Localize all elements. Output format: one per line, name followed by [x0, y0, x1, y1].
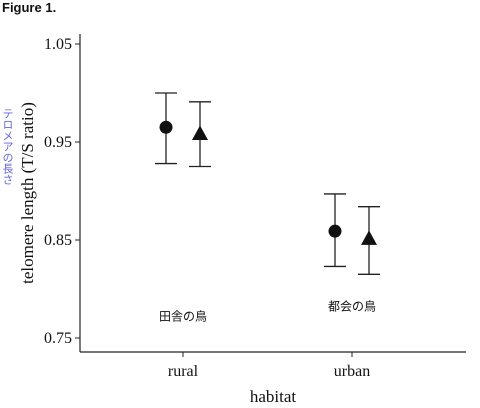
x-tick-label: urban: [334, 363, 370, 380]
y-tick-label: 0.75: [44, 330, 72, 347]
data-point-circle: [159, 120, 173, 134]
chart-labels: 0.75 0.85 0.95 1.05 rural urban habitat telomer…: [18, 36, 376, 406]
data-marks: [155, 92, 380, 275]
y-tick-label: 1.05: [44, 36, 72, 53]
data-point-circle: [328, 224, 342, 238]
y-axis-title: telomere length (T/S ratio): [18, 102, 37, 284]
y-tick-label: 0.85: [44, 232, 72, 249]
data-point-triangle: [361, 230, 377, 245]
x-axis-title: habitat: [250, 387, 297, 406]
figure-label: Figure 1.: [2, 0, 57, 15]
japanese-y-axis-label: テロメアの長さ: [1, 108, 14, 185]
annotation-label: 田舎の鳥: [159, 308, 207, 323]
annotation-label: 都会の鳥: [328, 299, 376, 314]
y-tick-label: 0.95: [44, 134, 72, 151]
data-point-triangle: [192, 125, 208, 141]
axes: [75, 34, 466, 357]
x-tick-label: rural: [168, 363, 199, 380]
